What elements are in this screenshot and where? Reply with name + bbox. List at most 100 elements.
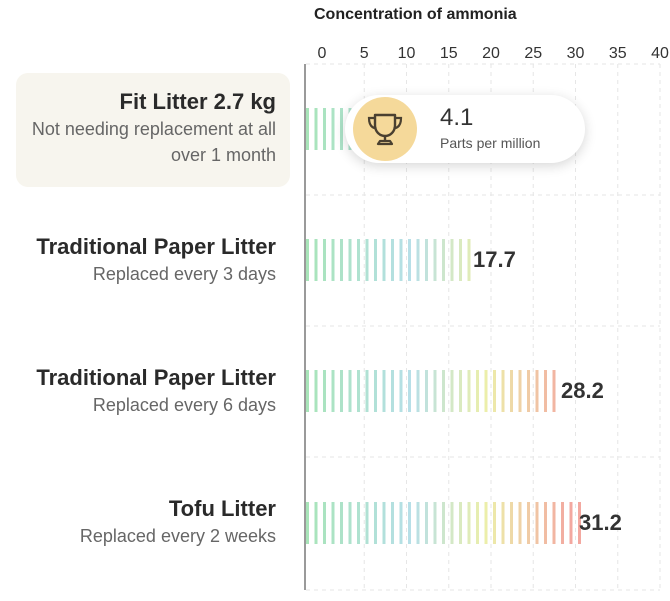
bar-stripe bbox=[442, 502, 445, 544]
row-name: Traditional Paper Litter bbox=[36, 365, 276, 390]
bar-stripe bbox=[552, 502, 556, 544]
bar-stripe bbox=[510, 502, 513, 544]
bar-stripe bbox=[365, 370, 369, 412]
row-subtitle: Replaced every 2 weeks bbox=[79, 526, 276, 546]
row-subtitle: Replaced every 3 days bbox=[92, 264, 276, 284]
callout-value: 4.1 bbox=[440, 104, 474, 131]
bar-stripe bbox=[416, 239, 420, 281]
trophy-icon bbox=[353, 97, 417, 161]
bar-stripe bbox=[518, 370, 522, 412]
bar-stripe bbox=[544, 370, 547, 412]
bar-stripe bbox=[425, 502, 428, 544]
x-tick-label: 30 bbox=[567, 45, 585, 62]
bar-stripe bbox=[399, 502, 403, 544]
bar-stripe bbox=[314, 108, 318, 150]
bar-stripe bbox=[450, 370, 454, 412]
bar-stripe bbox=[306, 502, 309, 544]
bar-stripe bbox=[535, 502, 539, 544]
callout-unit: Parts per million bbox=[440, 135, 541, 151]
bar-stripe bbox=[374, 370, 377, 412]
bar-stripe bbox=[484, 370, 488, 412]
bar bbox=[306, 502, 581, 544]
bar-stripe bbox=[365, 239, 369, 281]
x-tick-label: 0 bbox=[318, 45, 327, 62]
bar bbox=[306, 370, 556, 412]
bar-stripe bbox=[348, 370, 352, 412]
bar-stripe bbox=[442, 370, 445, 412]
bar-stripe bbox=[467, 370, 471, 412]
bar-stripe bbox=[467, 239, 471, 281]
bar-stripe bbox=[527, 502, 530, 544]
row-label-paper-6-days: Traditional Paper Litter Replaced every … bbox=[36, 364, 276, 418]
bar-stripe bbox=[510, 370, 513, 412]
row-name: Fit Litter 2.7 kg bbox=[119, 89, 276, 114]
bar bbox=[306, 239, 471, 281]
bar-stripe bbox=[399, 239, 403, 281]
bar-stripe bbox=[357, 239, 360, 281]
bar-stripe bbox=[331, 108, 335, 150]
bar-stripe bbox=[476, 370, 479, 412]
bar-stripe bbox=[433, 370, 437, 412]
row-label-paper-3-days: Traditional Paper Litter Replaced every … bbox=[36, 233, 276, 287]
bar-stripe bbox=[450, 239, 454, 281]
row-subtitle: Not needing replacement at all over 1 mo… bbox=[31, 119, 276, 165]
bar-stripe bbox=[391, 370, 394, 412]
x-tick-label: 10 bbox=[398, 45, 416, 62]
bar-stripe bbox=[493, 502, 496, 544]
row-label-fit-litter: Fit Litter 2.7 kg Not needing replacemen… bbox=[26, 88, 276, 168]
value-label-tofu-litter: 31.2 bbox=[579, 510, 622, 535]
bar-stripe bbox=[416, 502, 420, 544]
bar-stripe bbox=[323, 370, 326, 412]
bar-stripe bbox=[374, 502, 377, 544]
bar-stripe bbox=[365, 502, 369, 544]
bar-stripe bbox=[501, 502, 505, 544]
bar-stripe bbox=[323, 502, 326, 544]
bar-stripe bbox=[323, 108, 326, 150]
value-label-paper-3-days: 17.7 bbox=[473, 247, 516, 272]
row-subtitle: Replaced every 6 days bbox=[92, 395, 276, 415]
bar-stripe bbox=[340, 239, 343, 281]
bar-stripe bbox=[450, 502, 454, 544]
x-tick-label: 5 bbox=[360, 45, 369, 62]
bar-stripe bbox=[561, 502, 564, 544]
bar-stripe bbox=[382, 239, 386, 281]
x-tick-label: 20 bbox=[482, 45, 500, 62]
bar-stripe bbox=[306, 239, 309, 281]
bar-stripe bbox=[408, 370, 411, 412]
bar-stripe bbox=[578, 502, 581, 544]
bar-stripe bbox=[314, 502, 318, 544]
bar-stripe bbox=[484, 502, 488, 544]
bar-stripe bbox=[459, 370, 462, 412]
bar-stripe bbox=[391, 239, 394, 281]
bar-stripe bbox=[544, 502, 547, 544]
bar-stripe bbox=[348, 239, 352, 281]
x-tick-label: 15 bbox=[440, 45, 458, 62]
bar-stripe bbox=[340, 108, 343, 150]
bar-stripe bbox=[442, 239, 445, 281]
bar-stripe bbox=[399, 370, 403, 412]
bar-stripe bbox=[467, 502, 471, 544]
bar-stripe bbox=[391, 502, 394, 544]
bar-stripe bbox=[535, 370, 539, 412]
bar-stripe bbox=[518, 502, 522, 544]
bar-stripe bbox=[306, 108, 309, 150]
bar-stripe bbox=[340, 370, 343, 412]
bar-stripe bbox=[340, 502, 343, 544]
bar-stripe bbox=[408, 502, 411, 544]
bar-stripe bbox=[459, 239, 462, 281]
bar-stripe bbox=[433, 239, 437, 281]
axis-title: Concentration of ammonia bbox=[314, 6, 517, 23]
bar-stripe bbox=[408, 239, 411, 281]
bar-stripe bbox=[314, 370, 318, 412]
bar-stripe bbox=[425, 370, 428, 412]
row-name: Tofu Litter bbox=[168, 496, 276, 521]
bar-stripe bbox=[476, 502, 479, 544]
bar-stripe bbox=[331, 370, 335, 412]
bar-stripe bbox=[433, 502, 437, 544]
bar-stripe bbox=[569, 502, 573, 544]
bar-stripe bbox=[348, 502, 352, 544]
bar-stripe bbox=[552, 370, 556, 412]
x-tick-label: 40 bbox=[651, 45, 669, 62]
bar-stripe bbox=[357, 502, 360, 544]
